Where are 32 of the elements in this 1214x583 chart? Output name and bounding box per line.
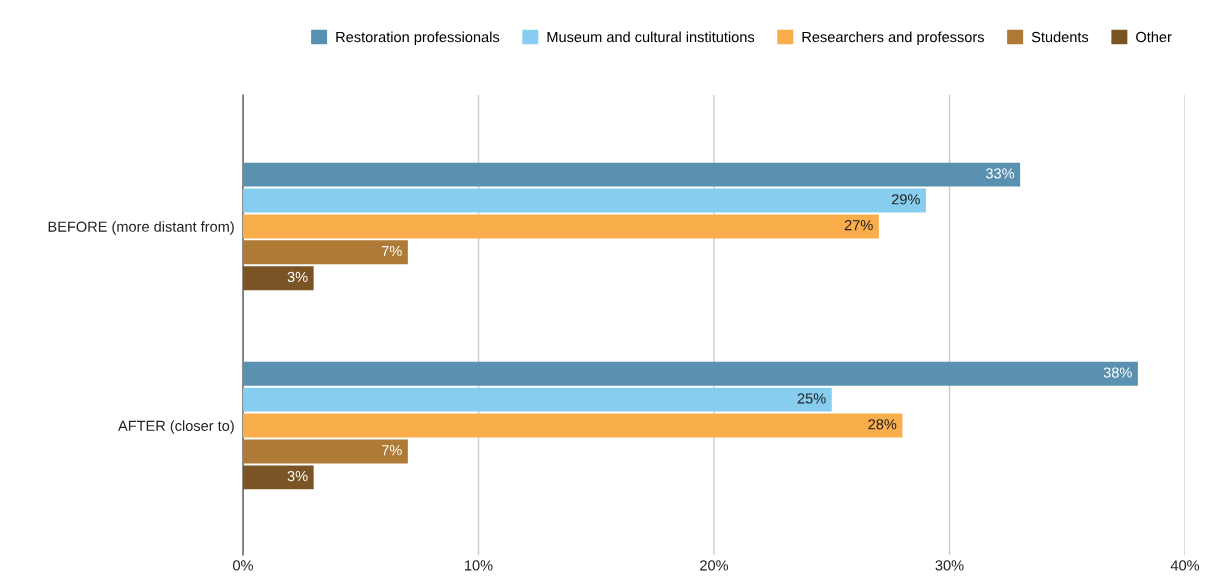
legend-label: Museum and cultural institutions bbox=[547, 31, 755, 43]
legend-label: Researchers and professors bbox=[802, 31, 984, 46]
data-label: 29% bbox=[891, 194, 920, 205]
x-tick-label: 0% bbox=[233, 560, 254, 571]
legend-label: Other bbox=[1136, 31, 1172, 43]
bar bbox=[243, 162, 1021, 187]
bar bbox=[243, 439, 408, 464]
data-label: 3% bbox=[287, 470, 308, 482]
x-tick-label: 30% bbox=[935, 560, 964, 571]
data-label: 3% bbox=[287, 271, 308, 283]
bar bbox=[243, 214, 879, 239]
x-tick-label: 10% bbox=[465, 560, 493, 571]
data-label: 7% bbox=[381, 245, 402, 257]
x-tick-label: 20% bbox=[700, 560, 729, 571]
data-label: 33% bbox=[985, 168, 1015, 179]
y-tick-label: AFTER (closer to) bbox=[118, 420, 234, 434]
bar bbox=[243, 266, 314, 291]
x-tick-label: 40% bbox=[1170, 560, 1200, 571]
data-label: 38% bbox=[1103, 367, 1132, 378]
data-label: 27% bbox=[844, 220, 873, 231]
bar bbox=[243, 413, 903, 438]
legend-label: Students bbox=[1031, 31, 1089, 43]
legend-label: Restoration professionals bbox=[336, 31, 500, 46]
data-label: 25% bbox=[797, 393, 826, 404]
y-tick-label: BEFORE (more distant from) bbox=[48, 221, 234, 235]
bar bbox=[243, 387, 832, 412]
bar bbox=[243, 188, 926, 213]
data-label: 7% bbox=[381, 445, 402, 456]
bar bbox=[243, 240, 408, 265]
bar bbox=[243, 465, 314, 490]
bar bbox=[243, 361, 1138, 386]
data-label: 28% bbox=[868, 419, 897, 430]
